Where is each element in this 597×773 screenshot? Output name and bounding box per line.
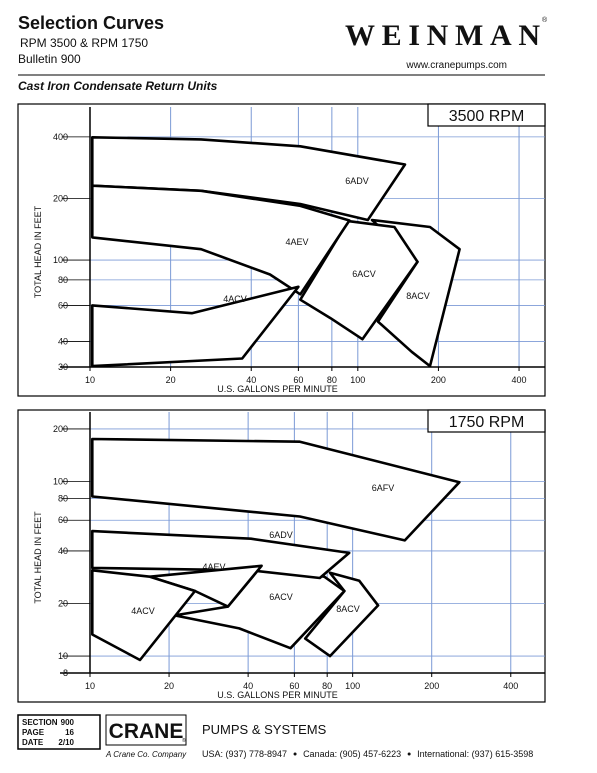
- y-tick-label: 20: [58, 599, 68, 609]
- y-tick-label: 400: [53, 132, 68, 142]
- envelope: [91, 184, 351, 296]
- envelope-label: 6AFV: [372, 483, 395, 493]
- y-tick-label: 80: [58, 493, 68, 503]
- y-tick-label: 60: [58, 300, 68, 310]
- chart-title: 1750 RPM: [449, 414, 525, 431]
- x-tick-label: 80: [327, 375, 337, 385]
- website: www.cranepumps.com: [405, 60, 507, 71]
- brand-mark: ®: [182, 737, 186, 744]
- x-tick-label: 10: [85, 681, 95, 691]
- contact: USA: (937) 778-8947: [202, 749, 287, 759]
- envelope: [173, 564, 346, 650]
- separator: [293, 752, 297, 756]
- envelope-label: 6ACV: [269, 592, 293, 602]
- subtitle: Bulletin 900: [18, 52, 81, 66]
- envelope-label: 4AEV: [285, 237, 308, 247]
- info-value: 900: [61, 718, 75, 727]
- division: PUMPS & SYSTEMS: [202, 722, 327, 737]
- envelope-label: 4ACV: [223, 294, 247, 304]
- info-value: 2/10: [58, 738, 74, 747]
- rpm-box: [427, 103, 546, 127]
- tagline: A Crane Co. Company: [105, 750, 187, 759]
- x-tick-label: 100: [350, 375, 365, 385]
- y-tick-label: 200: [53, 424, 68, 434]
- envelope-label: 6ACV: [352, 269, 376, 279]
- contact: Canada: (905) 457-6223: [303, 749, 401, 759]
- x-tick-label: 10: [85, 375, 95, 385]
- x-tick-label: 100: [345, 681, 360, 691]
- x-axis-label: U.S. GALLONS PER MINUTE: [217, 384, 338, 394]
- y-axis-label: TOTAL HEAD IN FEET: [33, 511, 43, 604]
- x-tick-label: 20: [166, 375, 176, 385]
- envelope: [298, 219, 419, 341]
- y-tick-label: 40: [58, 336, 68, 346]
- logo: WEINMAN: [345, 19, 540, 52]
- brand: CRANE: [109, 720, 184, 743]
- brand-box: [105, 714, 187, 746]
- envelope-label: 8ACV: [406, 291, 430, 301]
- y-tick-label: 80: [58, 275, 68, 285]
- info-label: PAGE: [22, 728, 45, 737]
- x-tick-label: 80: [322, 681, 332, 691]
- y-tick-label: 200: [53, 193, 68, 203]
- x-tick-label: 200: [424, 681, 439, 691]
- y-tick-label: 40: [58, 546, 68, 556]
- x-tick-label: 40: [246, 375, 256, 385]
- x-tick-label: 20: [164, 681, 174, 691]
- separator: [407, 752, 411, 756]
- info-label: DATE: [22, 738, 44, 747]
- logo-mark: ®: [542, 16, 548, 24]
- y-tick-label: 100: [53, 476, 68, 486]
- x-tick-label: 40: [243, 681, 253, 691]
- info-label: SECTION: [22, 718, 58, 727]
- envelope-label: 6ADV: [269, 530, 293, 540]
- envelope-label: 4ACV: [131, 606, 155, 616]
- envelope: [91, 437, 461, 542]
- x-tick-label: 200: [431, 375, 446, 385]
- section-title: Cast Iron Condensate Return Units: [18, 79, 218, 93]
- rpm-box: [427, 409, 546, 433]
- info-box: [17, 714, 101, 750]
- contact: International: (937) 615-3598: [417, 749, 533, 759]
- y-axis-label: TOTAL HEAD IN FEET: [33, 205, 43, 298]
- chart-title: 3500 RPM: [449, 108, 525, 125]
- y-tick-label: 60: [58, 515, 68, 525]
- envelope-label: 4AEV: [202, 562, 225, 572]
- y-tick-label: 10: [58, 651, 68, 661]
- envelope: [91, 529, 351, 580]
- envelope: [91, 285, 300, 368]
- subtitle: RPM 3500 & RPM 1750: [20, 36, 148, 50]
- y-tick-label: 100: [53, 255, 68, 265]
- x-tick-label: 60: [293, 375, 303, 385]
- page-title: Selection Curves: [18, 13, 164, 33]
- envelope: [91, 568, 197, 662]
- x-axis-label: U.S. GALLONS PER MINUTE: [217, 690, 338, 700]
- info-value: 16: [65, 728, 74, 737]
- envelope-label: 8ACV: [336, 604, 360, 614]
- envelope-label: 6ADV: [345, 176, 369, 186]
- x-tick-label: 60: [289, 681, 299, 691]
- x-tick-label: 400: [512, 375, 527, 385]
- x-tick-label: 400: [503, 681, 518, 691]
